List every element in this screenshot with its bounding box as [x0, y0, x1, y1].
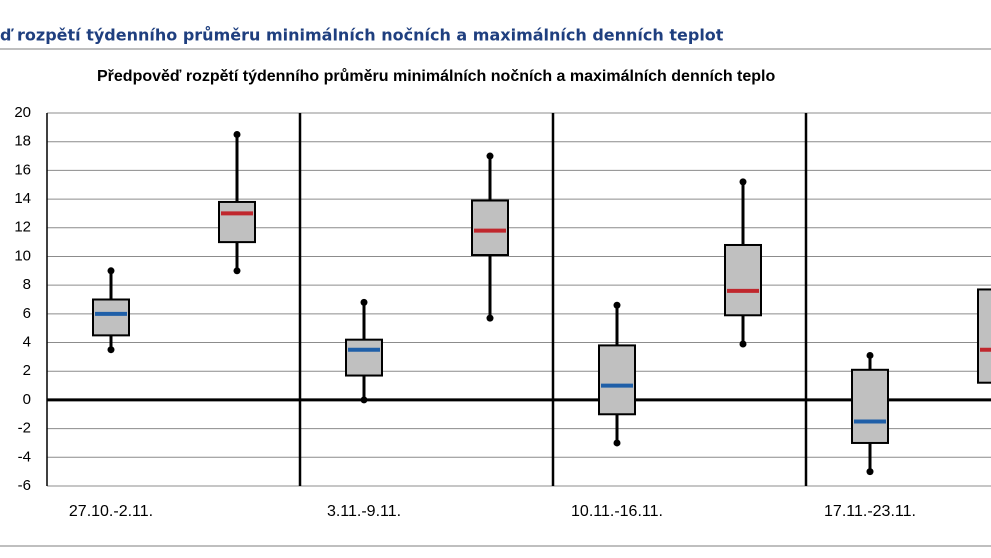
whisker-end	[360, 396, 368, 404]
y-tick-label: -4	[18, 448, 31, 465]
whisker-end	[233, 131, 241, 139]
x-tick-label: 17.11.-23.11.	[824, 503, 916, 520]
y-tick-label: -2	[18, 420, 31, 437]
y-tick-label: 12	[14, 219, 31, 236]
whisker-end	[613, 301, 621, 309]
whisker-end	[613, 439, 621, 447]
box-plot	[218, 131, 256, 275]
whisker-end	[739, 178, 747, 186]
y-tick-label: -6	[18, 477, 31, 494]
box	[598, 344, 636, 416]
box-plot	[851, 351, 889, 476]
box	[218, 200, 256, 244]
whisker-end	[866, 468, 874, 476]
x-tick-label: 27.10.-2.11.	[69, 503, 153, 520]
y-tick-label: 16	[14, 161, 31, 178]
box-plot	[598, 301, 636, 447]
y-tick-label: 10	[14, 247, 31, 264]
box-plot	[724, 178, 762, 348]
whisker-end	[360, 298, 368, 306]
y-tick-label: 2	[23, 362, 31, 379]
whisker-end	[107, 267, 115, 275]
y-tick-label: 8	[23, 276, 31, 293]
x-tick-label: 3.11.-9.11.	[327, 503, 401, 520]
page-header: ď rozpětí týdenního průměru minimálních …	[0, 26, 724, 45]
box	[977, 288, 991, 384]
box-plot	[92, 267, 130, 354]
whisker-end	[866, 351, 874, 359]
box-plot	[977, 288, 991, 384]
plot-area	[47, 112, 991, 487]
box	[471, 199, 509, 257]
box	[345, 338, 383, 377]
box	[851, 368, 889, 444]
box	[92, 298, 130, 337]
box	[724, 243, 762, 317]
box-plot	[471, 152, 509, 322]
y-tick-label: 18	[14, 133, 31, 150]
y-tick-label: 4	[23, 334, 31, 351]
y-tick-label: 0	[23, 391, 31, 408]
x-tick-label: 10.11.-16.11.	[571, 503, 663, 520]
box-plot	[345, 298, 383, 404]
whisker-end	[107, 346, 115, 354]
whisker-end	[739, 340, 747, 348]
whisker-end	[486, 152, 494, 160]
y-tick-label: 6	[23, 305, 31, 322]
y-tick-label: 14	[14, 190, 31, 207]
chart-title: Předpověď rozpětí týdenního průměru mini…	[97, 68, 776, 85]
y-tick-label: 20	[14, 104, 31, 121]
whisker-end	[233, 267, 241, 275]
whisker-end	[486, 314, 494, 322]
